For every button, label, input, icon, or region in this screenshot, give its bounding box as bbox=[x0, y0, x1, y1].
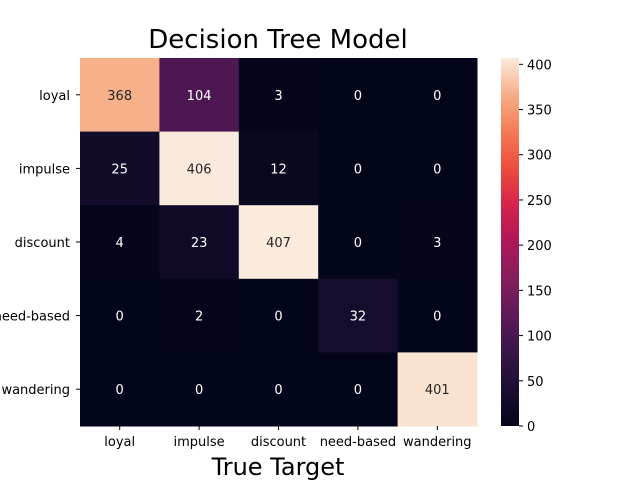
heatmap-cell bbox=[80, 352, 160, 427]
colorbar-tick-label: 100 bbox=[527, 330, 552, 345]
colorbar-tick-label: 350 bbox=[527, 104, 552, 119]
cell-value-label: 0 bbox=[274, 383, 282, 398]
heatmap-cell bbox=[159, 58, 240, 133]
heatmap-cell bbox=[159, 278, 240, 353]
cell-value-label: 0 bbox=[433, 162, 441, 177]
colorbar: 0 50 100 150 200 250 300 350 400 bbox=[501, 58, 552, 435]
cell-value-label: 368 bbox=[107, 89, 132, 104]
heatmap-cell bbox=[159, 205, 240, 280]
heatmap-cell bbox=[318, 131, 399, 206]
cell-value-label: 0 bbox=[433, 310, 441, 325]
x-axis-label: True Target bbox=[211, 453, 345, 480]
cell-value-label: 0 bbox=[116, 383, 124, 398]
y-tick-label: need-based bbox=[0, 310, 70, 325]
x-tick-label: need-based bbox=[320, 435, 396, 450]
colorbar-tick-label: 400 bbox=[527, 58, 552, 73]
colorbar-tick-label: 250 bbox=[527, 194, 552, 209]
heatmap-cell bbox=[397, 352, 478, 427]
cell-value-label: 23 bbox=[191, 236, 208, 251]
heatmap-cell bbox=[238, 205, 319, 280]
cell-value-label: 3 bbox=[274, 89, 282, 104]
cell-value-label: 2 bbox=[195, 310, 203, 325]
heatmap-cell bbox=[397, 205, 478, 280]
cell-value-label: 25 bbox=[111, 162, 128, 177]
chart-title: Decision Tree Model bbox=[148, 25, 407, 55]
x-tick-labels: loyal impulse discount need-based wandering bbox=[104, 426, 472, 450]
cell-value-label: 104 bbox=[187, 89, 212, 104]
heatmap-cell bbox=[159, 131, 240, 206]
colorbar-tick-label: 200 bbox=[527, 239, 552, 254]
colorbar-tick-label: 300 bbox=[527, 149, 552, 164]
heatmap-cell bbox=[318, 58, 399, 133]
cell-value-label: 0 bbox=[354, 236, 362, 251]
y-tick-label: wandering bbox=[1, 383, 70, 398]
heatmap-cell bbox=[80, 278, 160, 353]
x-tick-label: impulse bbox=[174, 435, 225, 450]
colorbar-tick-label: 50 bbox=[527, 375, 544, 390]
heatmap-cells: 368 104 3 0 0 25 406 12 0 0 4 23 407 0 3 0 2 0 32 0 0 0 0 0 401 bbox=[80, 58, 478, 427]
heatmap-cell bbox=[318, 205, 399, 280]
cell-value-label: 4 bbox=[116, 236, 124, 251]
heatmap-cell bbox=[80, 131, 160, 206]
cell-value-label: 0 bbox=[354, 383, 362, 398]
x-tick-label: wandering bbox=[403, 435, 472, 450]
heatmap-cell bbox=[80, 205, 160, 280]
heatmap-cell bbox=[238, 278, 319, 353]
cell-value-label: 0 bbox=[354, 89, 362, 104]
heatmap-cell bbox=[397, 131, 478, 206]
y-tick-labels: loyal impulse discount need-based wandering bbox=[0, 89, 80, 398]
x-tick-label: loyal bbox=[104, 435, 135, 450]
heatmap-cell bbox=[238, 131, 319, 206]
heatmap-cell bbox=[397, 278, 478, 353]
cell-value-label: 0 bbox=[433, 89, 441, 104]
cell-value-label: 0 bbox=[195, 383, 203, 398]
heatmap-cell bbox=[159, 352, 240, 427]
cell-value-label: 406 bbox=[187, 162, 212, 177]
y-tick-label: discount bbox=[15, 236, 70, 251]
cell-value-label: 3 bbox=[433, 236, 441, 251]
heatmap-cell bbox=[397, 58, 478, 133]
y-tick-label: impulse bbox=[19, 162, 70, 177]
colorbar-tick-label: 150 bbox=[527, 284, 552, 299]
x-tick-label: discount bbox=[251, 435, 306, 450]
cell-value-label: 401 bbox=[425, 383, 450, 398]
cell-value-label: 12 bbox=[270, 162, 287, 177]
heatmap-cell bbox=[318, 278, 399, 353]
cell-value-label: 0 bbox=[116, 310, 124, 325]
colorbar-tick-label: 0 bbox=[527, 420, 535, 435]
cell-value-label: 32 bbox=[350, 310, 367, 325]
heatmap-cell bbox=[80, 58, 160, 133]
heatmap-cell bbox=[318, 352, 399, 427]
heatmap-cell bbox=[238, 58, 319, 133]
cell-value-label: 0 bbox=[354, 162, 362, 177]
y-tick-label: loyal bbox=[39, 89, 70, 104]
heatmap-cell bbox=[238, 352, 319, 427]
cell-value-label: 0 bbox=[274, 310, 282, 325]
cell-value-label: 407 bbox=[266, 236, 291, 251]
colorbar-gradient bbox=[501, 58, 519, 426]
